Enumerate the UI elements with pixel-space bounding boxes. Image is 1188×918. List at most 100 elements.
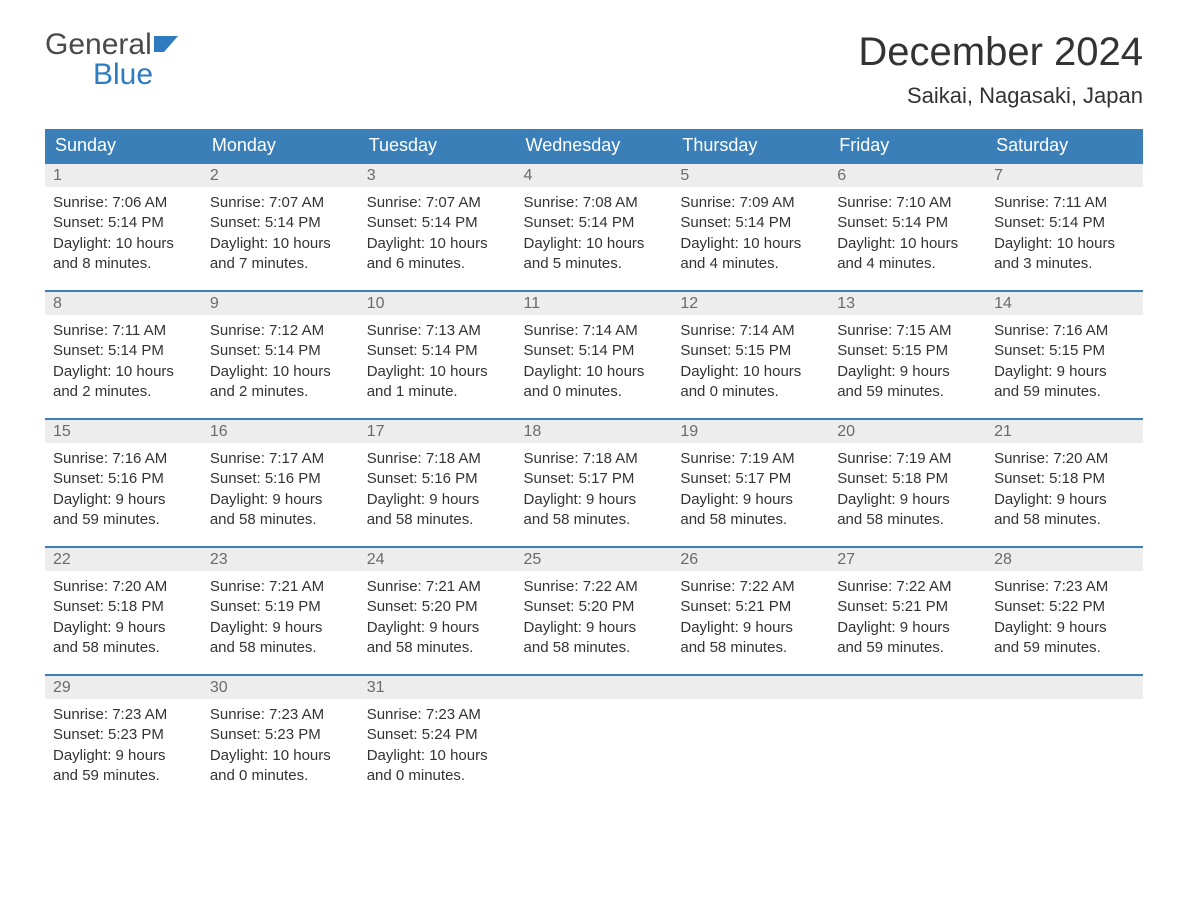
day-number: 31: [359, 676, 516, 699]
day-cell: 23Sunrise: 7:21 AMSunset: 5:19 PMDayligh…: [202, 547, 359, 675]
sunset-text: Sunset: 5:14 PM: [524, 213, 665, 233]
day-cell: 13Sunrise: 7:15 AMSunset: 5:15 PMDayligh…: [829, 291, 986, 419]
sunset-text: Sunset: 5:14 PM: [53, 213, 194, 233]
day-number: 18: [516, 420, 673, 443]
day-cell: [516, 675, 673, 803]
daylight-line-2: and 59 minutes.: [994, 638, 1135, 658]
header: General Blue December 2024 Saikai, Nagas…: [45, 30, 1143, 109]
day-data: Sunrise: 7:07 AMSunset: 5:14 PMDaylight:…: [359, 187, 516, 278]
day-cell: 28Sunrise: 7:23 AMSunset: 5:22 PMDayligh…: [986, 547, 1143, 675]
sunrise-text: Sunrise: 7:21 AM: [367, 577, 508, 597]
daylight-line-2: and 58 minutes.: [367, 638, 508, 658]
sunrise-text: Sunrise: 7:19 AM: [837, 449, 978, 469]
daylight-line-2: and 59 minutes.: [837, 382, 978, 402]
sunrise-text: Sunrise: 7:19 AM: [680, 449, 821, 469]
day-cell: 8Sunrise: 7:11 AMSunset: 5:14 PMDaylight…: [45, 291, 202, 419]
sunset-text: Sunset: 5:18 PM: [837, 469, 978, 489]
day-data: Sunrise: 7:10 AMSunset: 5:14 PMDaylight:…: [829, 187, 986, 278]
week-row: 1Sunrise: 7:06 AMSunset: 5:14 PMDaylight…: [45, 163, 1143, 291]
daylight-line-2: and 0 minutes.: [680, 382, 821, 402]
daylight-line-2: and 7 minutes.: [210, 254, 351, 274]
daylight-line-2: and 58 minutes.: [524, 510, 665, 530]
week-row: 8Sunrise: 7:11 AMSunset: 5:14 PMDaylight…: [45, 291, 1143, 419]
daylight-line-2: and 2 minutes.: [53, 382, 194, 402]
sunrise-text: Sunrise: 7:23 AM: [367, 705, 508, 725]
sunrise-text: Sunrise: 7:18 AM: [524, 449, 665, 469]
day-cell: 31Sunrise: 7:23 AMSunset: 5:24 PMDayligh…: [359, 675, 516, 803]
day-number: 19: [672, 420, 829, 443]
daylight-line-1: Daylight: 9 hours: [994, 490, 1135, 510]
day-number: 14: [986, 292, 1143, 315]
day-cell: [986, 675, 1143, 803]
day-data: Sunrise: 7:12 AMSunset: 5:14 PMDaylight:…: [202, 315, 359, 406]
day-cell: 4Sunrise: 7:08 AMSunset: 5:14 PMDaylight…: [516, 163, 673, 291]
daylight-line-1: Daylight: 10 hours: [994, 234, 1135, 254]
day-cell: 22Sunrise: 7:20 AMSunset: 5:18 PMDayligh…: [45, 547, 202, 675]
daylight-line-2: and 58 minutes.: [837, 510, 978, 530]
day-number: 12: [672, 292, 829, 315]
day-data: Sunrise: 7:06 AMSunset: 5:14 PMDaylight:…: [45, 187, 202, 278]
sunrise-text: Sunrise: 7:22 AM: [524, 577, 665, 597]
sunrise-text: Sunrise: 7:17 AM: [210, 449, 351, 469]
daylight-line-1: Daylight: 10 hours: [524, 234, 665, 254]
sunrise-text: Sunrise: 7:10 AM: [837, 193, 978, 213]
week-row: 29Sunrise: 7:23 AMSunset: 5:23 PMDayligh…: [45, 675, 1143, 803]
day-data: Sunrise: 7:20 AMSunset: 5:18 PMDaylight:…: [986, 443, 1143, 534]
logo: General Blue: [45, 30, 182, 90]
sunrise-text: Sunrise: 7:11 AM: [53, 321, 194, 341]
day-number-empty: [516, 676, 673, 699]
daylight-line-2: and 59 minutes.: [53, 510, 194, 530]
sunrise-text: Sunrise: 7:16 AM: [994, 321, 1135, 341]
day-cell: 11Sunrise: 7:14 AMSunset: 5:14 PMDayligh…: [516, 291, 673, 419]
weekday-header: Wednesday: [516, 129, 673, 163]
weekday-header: Sunday: [45, 129, 202, 163]
daylight-line-1: Daylight: 9 hours: [53, 490, 194, 510]
sunset-text: Sunset: 5:21 PM: [680, 597, 821, 617]
day-data: Sunrise: 7:23 AMSunset: 5:22 PMDaylight:…: [986, 571, 1143, 662]
day-data: Sunrise: 7:11 AMSunset: 5:14 PMDaylight:…: [986, 187, 1143, 278]
day-data: Sunrise: 7:16 AMSunset: 5:15 PMDaylight:…: [986, 315, 1143, 406]
sunrise-text: Sunrise: 7:22 AM: [837, 577, 978, 597]
calendar-table: Sunday Monday Tuesday Wednesday Thursday…: [45, 129, 1143, 803]
daylight-line-1: Daylight: 9 hours: [837, 490, 978, 510]
day-data: Sunrise: 7:11 AMSunset: 5:14 PMDaylight:…: [45, 315, 202, 406]
sunrise-text: Sunrise: 7:23 AM: [210, 705, 351, 725]
day-number: 11: [516, 292, 673, 315]
daylight-line-2: and 1 minute.: [367, 382, 508, 402]
sunset-text: Sunset: 5:22 PM: [994, 597, 1135, 617]
sunrise-text: Sunrise: 7:18 AM: [367, 449, 508, 469]
sunrise-text: Sunrise: 7:16 AM: [53, 449, 194, 469]
daylight-line-2: and 58 minutes.: [524, 638, 665, 658]
sunrise-text: Sunrise: 7:23 AM: [53, 705, 194, 725]
day-number: 20: [829, 420, 986, 443]
daylight-line-1: Daylight: 9 hours: [994, 362, 1135, 382]
sunset-text: Sunset: 5:18 PM: [994, 469, 1135, 489]
day-data: Sunrise: 7:20 AMSunset: 5:18 PMDaylight:…: [45, 571, 202, 662]
day-number: 15: [45, 420, 202, 443]
month-title: December 2024: [858, 30, 1143, 75]
sunrise-text: Sunrise: 7:21 AM: [210, 577, 351, 597]
day-cell: 17Sunrise: 7:18 AMSunset: 5:16 PMDayligh…: [359, 419, 516, 547]
daylight-line-1: Daylight: 9 hours: [210, 618, 351, 638]
day-cell: 18Sunrise: 7:18 AMSunset: 5:17 PMDayligh…: [516, 419, 673, 547]
day-number: 24: [359, 548, 516, 571]
day-data: Sunrise: 7:19 AMSunset: 5:17 PMDaylight:…: [672, 443, 829, 534]
day-data: Sunrise: 7:15 AMSunset: 5:15 PMDaylight:…: [829, 315, 986, 406]
day-data: Sunrise: 7:09 AMSunset: 5:14 PMDaylight:…: [672, 187, 829, 278]
day-number: 21: [986, 420, 1143, 443]
day-number: 2: [202, 164, 359, 187]
sunset-text: Sunset: 5:19 PM: [210, 597, 351, 617]
day-number: 10: [359, 292, 516, 315]
sunset-text: Sunset: 5:16 PM: [53, 469, 194, 489]
day-number: 30: [202, 676, 359, 699]
day-cell: 26Sunrise: 7:22 AMSunset: 5:21 PMDayligh…: [672, 547, 829, 675]
day-cell: 15 Sunrise: 7:16 AMSunset: 5:16 PMDayligh…: [45, 419, 202, 547]
sunset-text: Sunset: 5:14 PM: [210, 341, 351, 361]
day-data: Sunrise: 7:17 AMSunset: 5:16 PMDaylight:…: [202, 443, 359, 534]
sunset-text: Sunset: 5:18 PM: [53, 597, 194, 617]
daylight-line-1: Daylight: 9 hours: [210, 490, 351, 510]
day-number: 1: [45, 164, 202, 187]
sunset-text: Sunset: 5:20 PM: [367, 597, 508, 617]
sunrise-text: Sunrise: 7:14 AM: [680, 321, 821, 341]
day-cell: 14Sunrise: 7:16 AMSunset: 5:15 PMDayligh…: [986, 291, 1143, 419]
